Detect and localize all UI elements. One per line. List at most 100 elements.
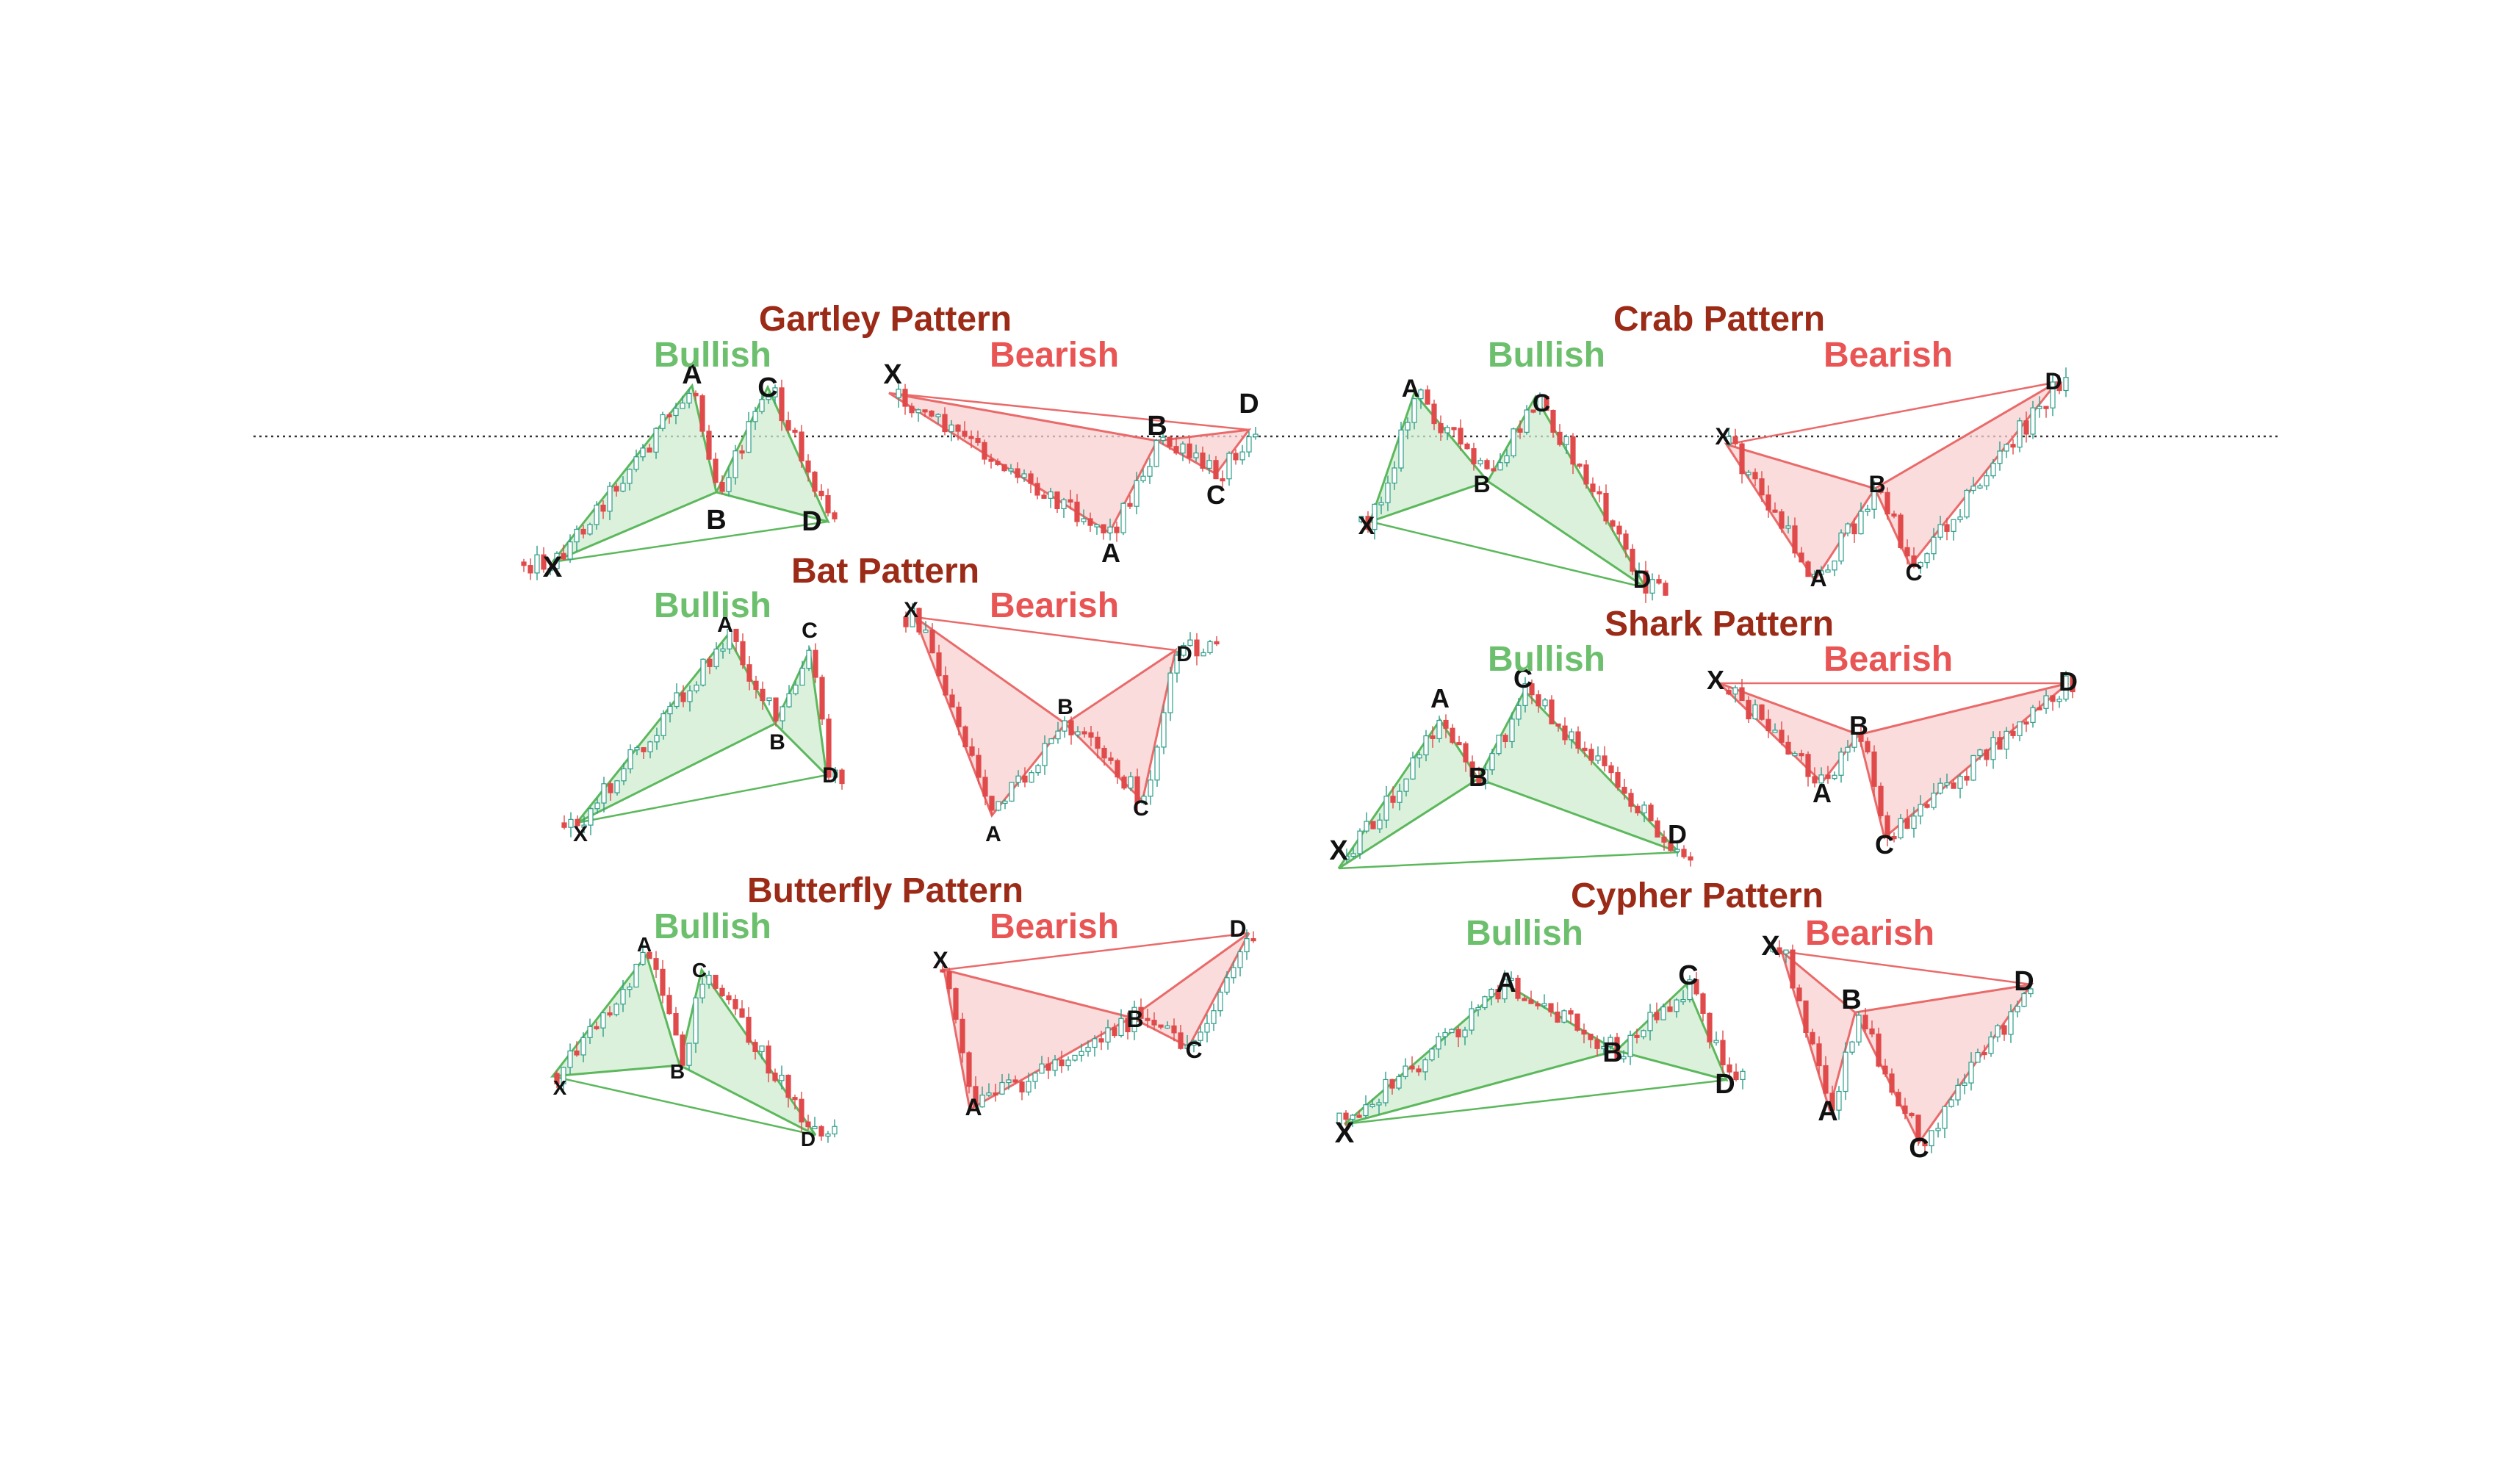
candle-body xyxy=(1125,1018,1131,1032)
candle-body xyxy=(1765,719,1771,732)
candle-body xyxy=(1838,752,1844,776)
candle-body xyxy=(1041,494,1047,499)
candle-body xyxy=(1410,757,1416,779)
candle-body xyxy=(1674,999,1680,1012)
candle-body xyxy=(1484,460,1490,469)
candle-body xyxy=(1244,938,1250,953)
bcd-triangle xyxy=(1873,381,2059,568)
candle-body xyxy=(587,524,593,535)
point-label-d: D xyxy=(1715,1069,1735,1100)
candle-body xyxy=(1483,769,1488,784)
candle-body xyxy=(621,768,627,782)
candle-body xyxy=(1072,1054,1078,1061)
candle-body xyxy=(766,1045,771,1074)
candle-body xyxy=(1825,774,1831,779)
candle-body xyxy=(1048,738,1054,744)
candle-body xyxy=(1836,1090,1842,1111)
candle-body xyxy=(1378,502,1384,505)
point-label-b: B xyxy=(1602,1037,1622,1068)
candle-body xyxy=(1935,1128,1941,1131)
candle-body xyxy=(936,652,942,677)
candle-body xyxy=(1118,1018,1124,1037)
point-label-b: B xyxy=(1868,471,1885,497)
candle-body xyxy=(1187,639,1193,647)
candle-body xyxy=(1904,818,1910,829)
candle-body xyxy=(1614,1037,1620,1059)
candle-body xyxy=(1425,389,1430,405)
candle-body xyxy=(1575,731,1581,749)
point-label-d: D xyxy=(822,763,838,788)
point-label-c: C xyxy=(1905,559,1922,586)
candle-body xyxy=(1364,821,1369,832)
candle-body xyxy=(1015,468,1020,478)
candle-body xyxy=(739,450,745,454)
candle-body xyxy=(1635,805,1641,814)
candle-body xyxy=(1851,523,1857,535)
candle-body xyxy=(1623,533,1629,550)
point-label-x: X xyxy=(1761,931,1780,962)
candle-body xyxy=(1816,1043,1822,1067)
candle-body xyxy=(1495,989,1501,1000)
candle-body xyxy=(1383,796,1389,821)
candle-body xyxy=(1081,731,1087,735)
candle-body xyxy=(1590,483,1596,492)
candle-body xyxy=(902,389,908,407)
candle-body xyxy=(1450,727,1455,743)
candle-body xyxy=(1759,704,1765,720)
point-label-c: C xyxy=(1513,663,1533,694)
candle-body xyxy=(1231,967,1236,979)
candle-body xyxy=(1746,699,1752,720)
point-label-x: X xyxy=(543,551,563,583)
xd-leg xyxy=(1781,950,2032,986)
candle-body xyxy=(1376,1102,1382,1106)
candle-body xyxy=(1574,1013,1580,1031)
point-label-x: X xyxy=(1329,835,1348,866)
bearish-label: Bearish xyxy=(1824,640,1953,679)
candle-body xyxy=(1015,775,1021,783)
candle-body xyxy=(1517,428,1523,433)
candle-body xyxy=(2015,1006,2020,1012)
candle-body xyxy=(1654,1012,1660,1020)
candle-body xyxy=(1884,491,1890,515)
candle-body xyxy=(633,963,639,988)
candle-body xyxy=(1458,428,1464,445)
candle-body xyxy=(818,1126,824,1137)
candle-body xyxy=(2030,707,2036,723)
candle-body xyxy=(1469,1008,1475,1031)
candle-body xyxy=(554,1073,560,1084)
candle-body xyxy=(948,424,954,433)
candle-body xyxy=(1871,488,1877,510)
point-label-x: X xyxy=(883,359,902,390)
candle-body xyxy=(1871,751,1877,787)
bcd-triangle xyxy=(1476,688,1680,854)
candle-body xyxy=(1226,453,1232,480)
candle-body xyxy=(1541,1003,1547,1007)
candle-body xyxy=(706,431,712,460)
candle-body xyxy=(1687,979,1693,1001)
point-label-a: A xyxy=(717,613,733,637)
point-label-a: A xyxy=(1810,565,1826,591)
candle-body xyxy=(733,628,739,642)
bearish-pattern-chart-0: X A B C D xyxy=(883,359,1259,568)
candle-body xyxy=(1141,796,1147,804)
candle-body xyxy=(1502,979,1508,1000)
candle-body xyxy=(1536,694,1541,707)
candle-body xyxy=(1988,1036,1994,1054)
candle-body xyxy=(982,777,988,797)
candle-body xyxy=(1515,977,1521,999)
candle-body xyxy=(832,769,838,778)
candle-body xyxy=(975,437,981,443)
point-label-a: A xyxy=(1402,375,1420,403)
candle-body xyxy=(1759,478,1765,496)
candle-body xyxy=(1535,1003,1541,1007)
candle-body xyxy=(600,504,606,512)
candle-body xyxy=(1101,747,1107,759)
candle-body xyxy=(1918,804,1923,817)
candle-body xyxy=(956,706,962,727)
candle-body xyxy=(1772,509,1778,513)
candle-body xyxy=(922,409,928,413)
candle-body xyxy=(1098,1038,1104,1043)
candle-body xyxy=(1588,749,1594,761)
candle-body xyxy=(1783,949,1789,954)
candle-body xyxy=(759,399,765,412)
